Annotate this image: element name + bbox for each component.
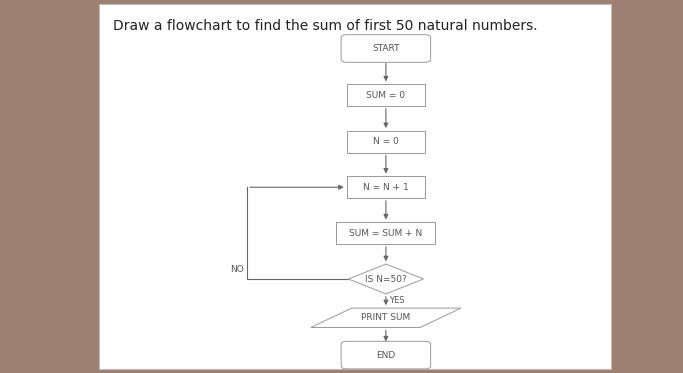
Text: START: START (372, 44, 400, 53)
Text: SUM = 0: SUM = 0 (366, 91, 406, 100)
Text: IS N=50?: IS N=50? (365, 275, 407, 283)
Polygon shape (311, 308, 461, 327)
FancyBboxPatch shape (346, 176, 425, 198)
Text: SUM = SUM + N: SUM = SUM + N (349, 229, 423, 238)
Text: N = N + 1: N = N + 1 (363, 183, 408, 192)
Text: Draw a flowchart to find the sum of first 50 natural numbers.: Draw a flowchart to find the sum of firs… (113, 19, 538, 33)
FancyBboxPatch shape (341, 341, 430, 369)
FancyBboxPatch shape (341, 35, 430, 62)
Text: N = 0: N = 0 (373, 137, 399, 146)
FancyBboxPatch shape (336, 222, 435, 244)
FancyBboxPatch shape (99, 4, 611, 369)
Text: END: END (376, 351, 395, 360)
Text: YES: YES (389, 296, 405, 305)
Text: NO: NO (230, 265, 244, 274)
Text: PRINT SUM: PRINT SUM (361, 313, 410, 322)
FancyBboxPatch shape (346, 84, 425, 106)
FancyBboxPatch shape (346, 131, 425, 153)
Polygon shape (348, 264, 423, 294)
